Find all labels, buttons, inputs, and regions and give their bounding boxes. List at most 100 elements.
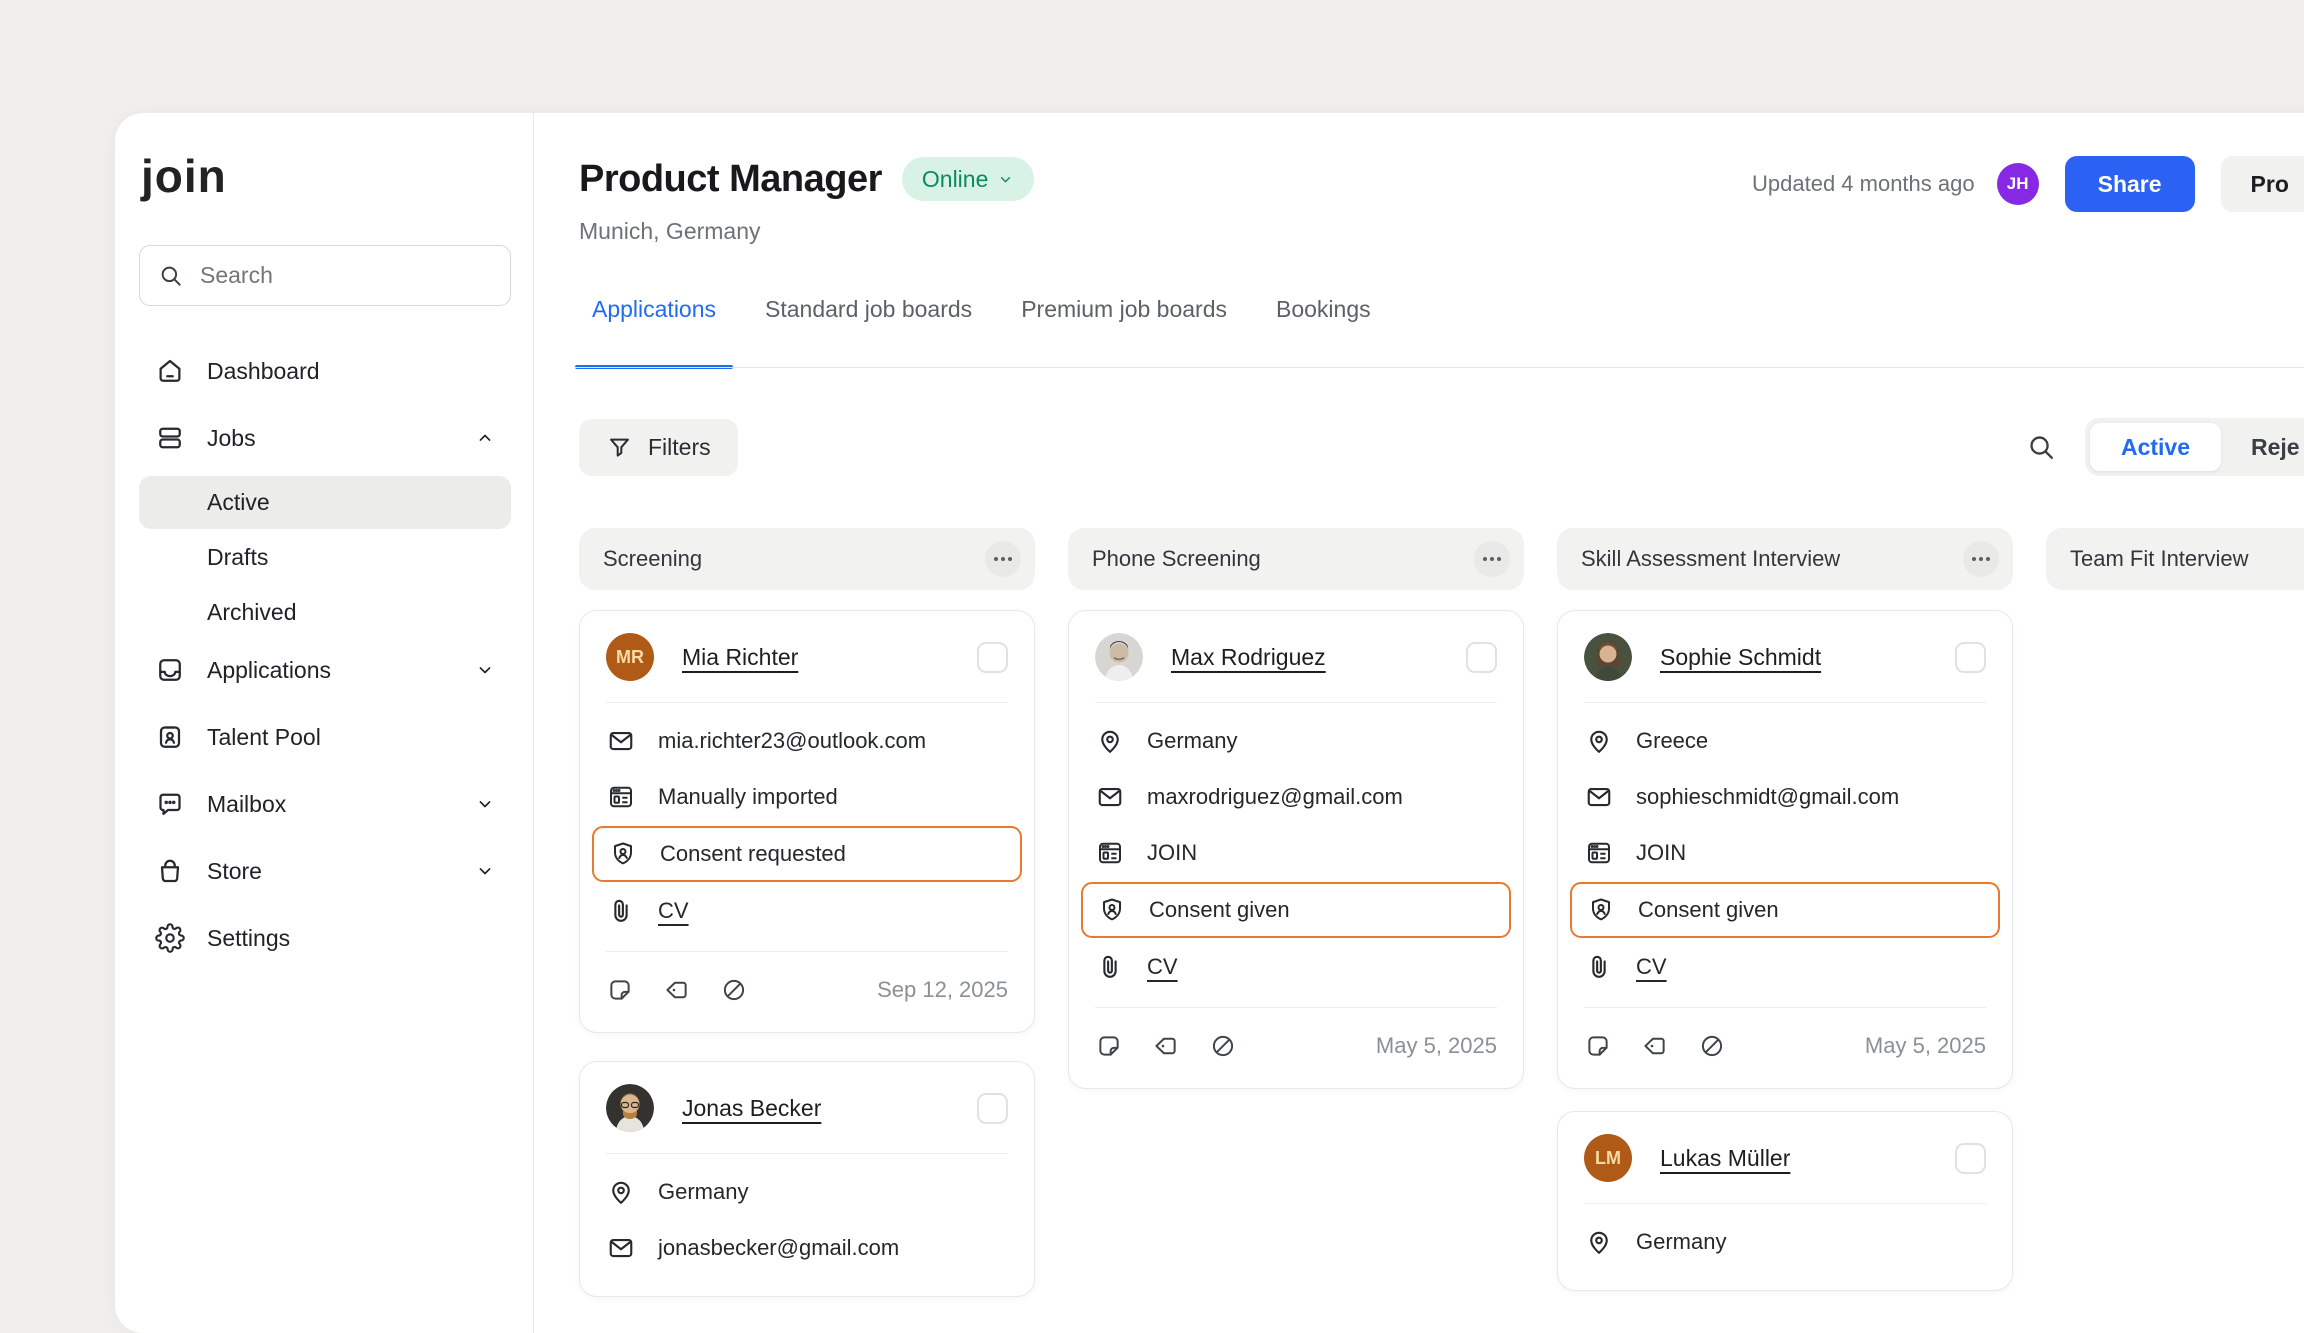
- column-team-fit-interview: Team Fit Interview: [2046, 528, 2304, 1297]
- envelope-icon: [606, 1233, 636, 1263]
- shield-person-icon: [608, 839, 638, 869]
- chevron-up-icon: [475, 428, 495, 448]
- candidate-card-lukas-mueller[interactable]: LM Lukas Müller Germany: [1557, 1111, 2013, 1291]
- note-icon[interactable]: [606, 976, 634, 1004]
- candidate-card-sophie-schmidt[interactable]: Sophie Schmidt Greece sophieschmidt@gmai…: [1557, 610, 2013, 1089]
- tag-icon[interactable]: [1152, 1032, 1180, 1060]
- promote-button[interactable]: Pro: [2220, 156, 2304, 212]
- note-icon[interactable]: [1584, 1032, 1612, 1060]
- location-row: Greece: [1584, 713, 1986, 769]
- location-pin-icon: [1095, 726, 1125, 756]
- main-content: Product Manager Online Munich, Germany U…: [534, 113, 2304, 1333]
- sidebar-item-label: Jobs: [207, 424, 256, 451]
- gear-icon: [155, 923, 185, 953]
- sidebar-item-applications[interactable]: Applications: [139, 641, 511, 699]
- job-status-dropdown[interactable]: Online: [901, 157, 1035, 201]
- candidate-name-link[interactable]: Sophie Schmidt: [1660, 643, 1822, 670]
- block-icon[interactable]: [1209, 1032, 1237, 1060]
- candidate-name-link[interactable]: Jonas Becker: [682, 1094, 822, 1121]
- shield-person-icon: [1586, 895, 1616, 925]
- sidebar-item-active[interactable]: Active: [139, 476, 511, 529]
- candidate-location: Germany: [1636, 1229, 1727, 1254]
- column-menu-button[interactable]: [1474, 541, 1510, 577]
- sidebar: join Dashboard Jobs Active Drafts Archi: [115, 113, 534, 1333]
- chevron-down-icon: [475, 660, 495, 680]
- location-pin-icon: [1584, 726, 1614, 756]
- column-menu-button[interactable]: [1963, 541, 1999, 577]
- location-row: Germany: [1095, 713, 1497, 769]
- candidate-name-link[interactable]: Lukas Müller: [1660, 1144, 1791, 1171]
- column-title: Phone Screening: [1092, 546, 1261, 571]
- jobs-icon: [155, 423, 185, 453]
- email-row: mia.richter23@outlook.com: [606, 713, 1008, 769]
- candidate-name-link[interactable]: Mia Richter: [682, 643, 799, 670]
- cv-link[interactable]: CV: [658, 898, 689, 923]
- column-menu-button[interactable]: [985, 541, 1021, 577]
- paperclip-icon: [606, 896, 636, 926]
- source-row: JOIN: [1095, 825, 1497, 881]
- sidebar-item-store[interactable]: Store: [139, 842, 511, 900]
- sidebar-item-drafts[interactable]: Drafts: [139, 531, 511, 584]
- avatar-photo: [1584, 633, 1632, 681]
- browser-icon: [606, 782, 636, 812]
- chat-bubble-icon: [155, 789, 185, 819]
- sidebar-item-label: Mailbox: [207, 790, 287, 817]
- tab-standard-job-boards[interactable]: Standard job boards: [765, 296, 973, 322]
- block-icon[interactable]: [720, 976, 748, 1004]
- cv-link[interactable]: CV: [1636, 954, 1667, 979]
- select-candidate-checkbox[interactable]: [1466, 641, 1497, 673]
- tag-icon[interactable]: [1641, 1032, 1669, 1060]
- select-candidate-checkbox[interactable]: [977, 641, 1008, 673]
- status-badge: Online: [921, 165, 989, 192]
- select-candidate-checkbox[interactable]: [977, 1092, 1008, 1124]
- note-icon[interactable]: [1095, 1032, 1123, 1060]
- block-icon[interactable]: [1698, 1032, 1726, 1060]
- shopping-bag-icon: [155, 856, 185, 886]
- candidate-name-link[interactable]: Max Rodriguez: [1171, 643, 1326, 670]
- tab-applications[interactable]: Applications: [574, 296, 734, 369]
- share-button[interactable]: Share: [2064, 156, 2195, 212]
- funnel-icon: [606, 434, 633, 461]
- candidate-card-jonas-becker[interactable]: Jonas Becker Germany jonasbecker@gmail.c…: [579, 1061, 1035, 1297]
- email-row: maxrodriguez@gmail.com: [1095, 769, 1497, 825]
- consent-status-box: Consent requested: [592, 826, 1022, 882]
- candidate-email: sophieschmidt@gmail.com: [1636, 784, 1900, 809]
- sidebar-item-archived[interactable]: Archived: [139, 586, 511, 639]
- chevron-down-icon: [475, 794, 495, 814]
- candidate-card-max-rodriguez[interactable]: Max Rodriguez Germany maxrodriguez@gmail…: [1068, 610, 1524, 1089]
- filters-button[interactable]: Filters: [579, 419, 738, 476]
- segment-rejected[interactable]: Reje: [2251, 433, 2300, 460]
- sidebar-item-mailbox[interactable]: Mailbox: [139, 775, 511, 833]
- job-tabs: Applications Standard job boards Premium…: [574, 296, 1371, 369]
- select-candidate-checkbox[interactable]: [1955, 1142, 1986, 1174]
- tab-bookings[interactable]: Bookings: [1276, 296, 1371, 322]
- kanban-board: Screening MR Mia Richter mia.richter23@o…: [579, 528, 2304, 1297]
- segment-active[interactable]: Active: [2090, 423, 2221, 471]
- column-header: Team Fit Interview: [2046, 528, 2304, 590]
- sidebar-item-dashboard[interactable]: Dashboard: [139, 342, 511, 400]
- consent-status: Consent given: [1638, 897, 1779, 922]
- cv-link[interactable]: CV: [1147, 954, 1178, 979]
- candidate-card-mia-richter[interactable]: MR Mia Richter mia.richter23@outlook.com…: [579, 610, 1035, 1033]
- consent-status: Consent given: [1149, 897, 1290, 922]
- sidebar-nav: Dashboard Jobs Active Drafts Archived Ap…: [139, 342, 511, 967]
- user-avatar[interactable]: JH: [1996, 163, 2039, 205]
- sidebar-item-settings[interactable]: Settings: [139, 909, 511, 967]
- search-input[interactable]: [139, 245, 511, 306]
- candidate-location: Germany: [658, 1179, 749, 1204]
- tabs-divider: [574, 367, 2304, 368]
- active-rejected-toggle: Active Reje: [2085, 418, 2304, 476]
- application-date: May 5, 2025: [1864, 1033, 1986, 1058]
- cv-row: CV: [1095, 939, 1497, 995]
- tab-premium-job-boards[interactable]: Premium job boards: [1021, 296, 1227, 322]
- updated-timestamp: Updated 4 months ago: [1752, 171, 1975, 196]
- sidebar-item-talent-pool[interactable]: Talent Pool: [139, 708, 511, 766]
- application-date: May 5, 2025: [1375, 1033, 1497, 1058]
- board-search-icon[interactable]: [2026, 432, 2057, 463]
- sidebar-item-label: Talent Pool: [207, 723, 321, 750]
- sidebar-item-jobs[interactable]: Jobs: [139, 409, 511, 467]
- tag-icon[interactable]: [663, 976, 691, 1004]
- select-candidate-checkbox[interactable]: [1955, 641, 1986, 673]
- search-field[interactable]: [200, 262, 492, 289]
- candidate-location: Greece: [1636, 728, 1709, 753]
